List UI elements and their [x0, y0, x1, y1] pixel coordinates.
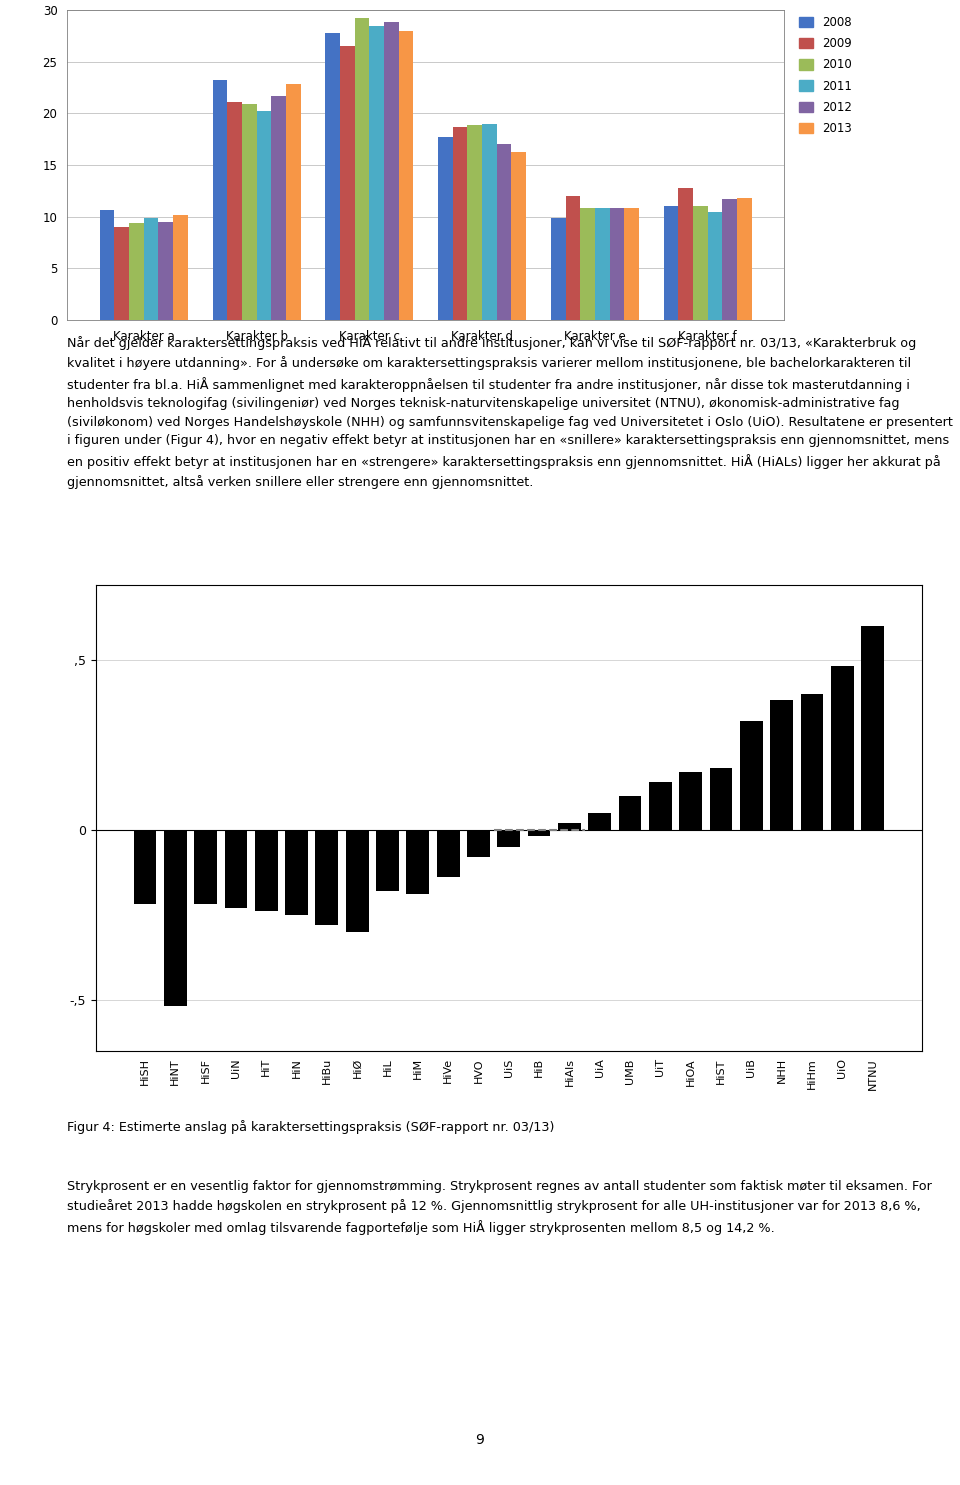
Bar: [649, 783, 672, 830]
Bar: [256, 111, 272, 319]
Bar: [497, 144, 512, 319]
Bar: [588, 812, 612, 830]
Bar: [164, 830, 186, 1007]
Bar: [286, 85, 300, 319]
Bar: [346, 830, 369, 931]
Bar: [740, 720, 763, 830]
Bar: [580, 208, 595, 319]
Bar: [438, 137, 453, 319]
Bar: [437, 830, 460, 878]
Bar: [130, 223, 144, 319]
Bar: [708, 211, 722, 319]
Bar: [610, 208, 624, 319]
Bar: [398, 31, 414, 319]
Bar: [144, 218, 158, 319]
Bar: [228, 102, 242, 319]
Bar: [212, 80, 228, 319]
Text: Figur 4: Estimerte anslag på karaktersettingspraksis (SØF-rapport nr. 03/13): Figur 4: Estimerte anslag på karakterset…: [67, 1120, 555, 1135]
Legend: 2008, 2009, 2010, 2011, 2012, 2013: 2008, 2009, 2010, 2011, 2012, 2013: [799, 16, 852, 135]
Bar: [370, 25, 384, 319]
Bar: [595, 208, 610, 319]
Bar: [468, 125, 482, 319]
Text: Strykprosent er en vesentlig faktor for gjennomstrømming. Strykprosent regnes av: Strykprosent er en vesentlig faktor for …: [67, 1181, 932, 1234]
Bar: [497, 830, 520, 846]
Bar: [482, 123, 497, 319]
Bar: [693, 206, 708, 319]
Bar: [100, 211, 114, 319]
Bar: [173, 215, 188, 319]
Bar: [242, 104, 256, 319]
Bar: [861, 625, 884, 830]
Bar: [133, 830, 156, 904]
Bar: [285, 830, 308, 915]
Bar: [551, 218, 565, 319]
Bar: [680, 772, 702, 830]
Bar: [453, 126, 468, 319]
Bar: [565, 196, 580, 319]
Bar: [770, 701, 793, 830]
Bar: [679, 187, 693, 319]
Bar: [158, 221, 173, 319]
Bar: [619, 796, 641, 830]
Bar: [384, 22, 398, 319]
Bar: [316, 830, 338, 925]
Bar: [354, 18, 370, 319]
Bar: [225, 830, 248, 907]
Bar: [194, 830, 217, 904]
Bar: [709, 768, 732, 830]
Bar: [468, 830, 490, 857]
Bar: [376, 830, 398, 891]
Bar: [272, 95, 286, 319]
Text: Når det gjelder karaktersettingspraksis ved HiÅ relativt til andre institusjoner: Når det gjelder karaktersettingspraksis …: [67, 336, 953, 489]
Bar: [624, 208, 639, 319]
Bar: [114, 227, 130, 319]
Bar: [340, 46, 354, 319]
Bar: [737, 198, 752, 319]
Bar: [528, 830, 550, 836]
Bar: [254, 830, 277, 912]
Bar: [801, 693, 824, 830]
Text: 9: 9: [475, 1433, 485, 1448]
Bar: [406, 830, 429, 894]
Bar: [722, 199, 737, 319]
Bar: [325, 33, 340, 319]
Bar: [663, 206, 679, 319]
Bar: [558, 823, 581, 830]
Bar: [512, 151, 526, 319]
Bar: [831, 667, 853, 830]
